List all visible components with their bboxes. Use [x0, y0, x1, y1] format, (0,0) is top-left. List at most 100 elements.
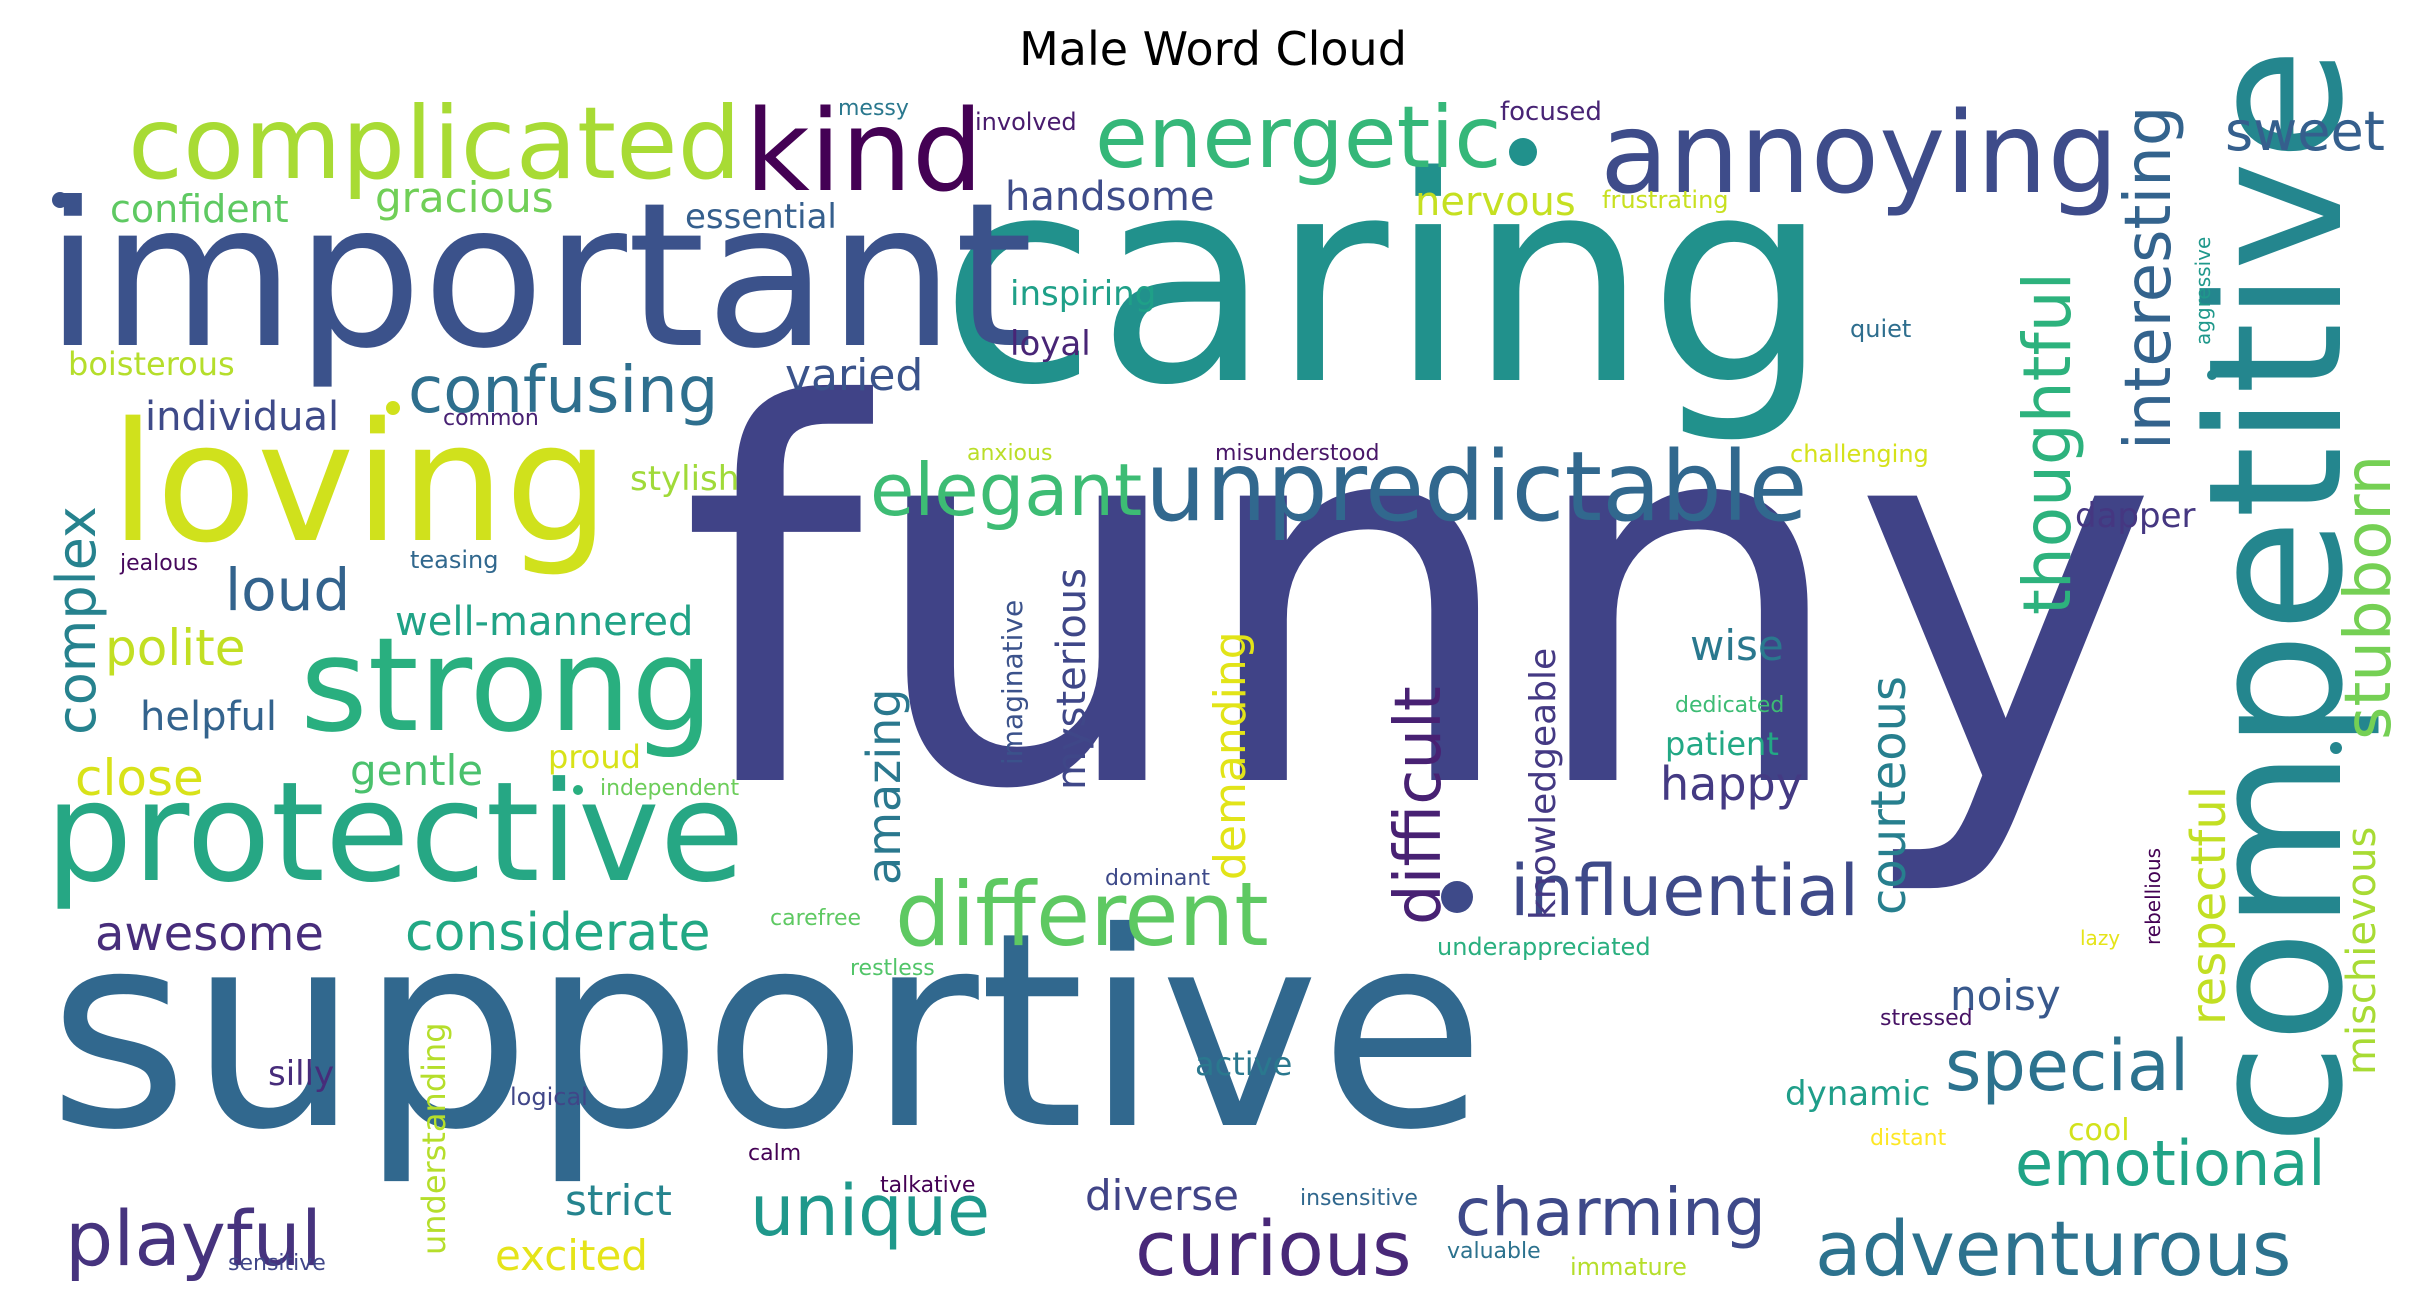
decorative-dot	[1509, 138, 1537, 166]
word-varied: varied	[785, 350, 923, 401]
word-stressed: stressed	[1880, 1006, 1973, 1031]
decorative-dot	[2207, 370, 2217, 380]
word-demanding: demanding	[1205, 631, 1256, 880]
word-anxious: anxious	[967, 441, 1052, 466]
word-gentle: gentle	[350, 746, 483, 795]
word-boisterous: boisterous	[68, 345, 235, 383]
word-important: important	[45, 160, 1033, 393]
word-common: common	[443, 406, 539, 431]
word-loving: loving	[110, 387, 610, 579]
word-teasing: teasing	[410, 546, 499, 574]
word-emotional: emotional	[2015, 1127, 2325, 1200]
word-cool: cool	[2068, 1113, 2130, 1148]
word-protective: protective	[45, 752, 745, 913]
word-interesting: interesting	[2112, 106, 2186, 451]
word-valuable: valuable	[1447, 1239, 1541, 1264]
word-logical: logical	[510, 1083, 588, 1111]
word-jealous: jealous	[119, 551, 198, 576]
word-knowledgeable: knowledgeable	[1523, 648, 1564, 920]
word-kind: kind	[745, 87, 983, 217]
word-happy: happy	[1660, 757, 1803, 811]
word-lazy: lazy	[2080, 926, 2120, 950]
word-distant: distant	[1870, 1126, 1947, 1151]
word-unpredictable: unpredictable	[1145, 431, 1808, 543]
word-patient: patient	[1665, 725, 1779, 763]
word-strong: strong	[300, 609, 714, 761]
word-dedicated: dedicated	[1675, 693, 1784, 718]
word-close: close	[75, 749, 204, 807]
word-stubborn: stubborn	[2332, 455, 2406, 740]
word-complex: complex	[45, 506, 108, 735]
word-proud: proud	[548, 738, 641, 776]
word-insensitive: insensitive	[1300, 1186, 1418, 1211]
word-considerate: considerate	[405, 903, 711, 963]
word-loud: loud	[225, 556, 350, 624]
word-confusing: confusing	[408, 354, 718, 428]
word-charming: charming	[1455, 1174, 1766, 1251]
word-funny: funny	[680, 297, 2160, 903]
chart-title: Male Word Cloud	[1019, 22, 1407, 76]
decorative-dot	[52, 192, 68, 208]
word-confident: confident	[110, 187, 289, 231]
word-gracious: gracious	[375, 173, 554, 222]
word-noisy: noisy	[1950, 971, 2061, 1020]
word-messy: messy	[838, 96, 909, 121]
word-individual: individual	[145, 394, 339, 440]
decorative-dot	[2330, 742, 2342, 754]
word-energetic: energetic	[1095, 88, 1502, 188]
word-wise: wise	[1690, 621, 1784, 670]
word-silly: silly	[268, 1054, 334, 1094]
decorative-dot	[1441, 881, 1473, 913]
word-stylish: stylish	[630, 459, 739, 499]
word-understanding: understanding	[415, 1022, 453, 1255]
word-competitive: competitive	[2168, 47, 2384, 1145]
word-dominant: dominant	[1105, 866, 1210, 891]
word-special: special	[1945, 1025, 2189, 1107]
word-challenging: challenging	[1790, 440, 1929, 468]
word-involved: involved	[975, 108, 1077, 136]
word-aggressive: aggressive	[2191, 237, 2215, 345]
word-dynamic: dynamic	[1785, 1074, 1930, 1114]
word-thoughtful: thoughtful	[2009, 272, 2086, 615]
word-sweet: sweet	[2225, 100, 2385, 163]
word-mischievous: mischievous	[2339, 827, 2385, 1075]
word-immature: immature	[1570, 1253, 1687, 1281]
word-excited: excited	[495, 1231, 648, 1280]
word-talkative: talkative	[880, 1173, 975, 1198]
word-polite: polite	[105, 619, 245, 677]
word-independent: independent	[600, 776, 739, 801]
word-focused: focused	[1500, 97, 1602, 127]
word-respectful: respectful	[2181, 786, 2237, 1025]
word-strict: strict	[565, 1176, 672, 1225]
word-frustrating: frustrating	[1602, 186, 1729, 214]
word-adventurous: adventurous	[1815, 1204, 2292, 1293]
word-inspiring: inspiring	[1010, 274, 1156, 314]
word-loyal: loyal	[1010, 324, 1091, 364]
word-misunderstood: misunderstood	[1215, 441, 1379, 466]
word-carefree: carefree	[770, 906, 861, 931]
word-essential: essential	[685, 197, 837, 237]
word-restless: restless	[850, 956, 935, 981]
word-annoying: annoying	[1600, 89, 2119, 219]
word-unique: unique	[750, 1170, 990, 1252]
word-influential: influential	[1510, 850, 1859, 932]
word-caring: caring	[940, 116, 1829, 448]
word-well-mannered: well-mannered	[395, 599, 693, 645]
word-awesome: awesome	[95, 906, 324, 962]
word-supportive: supportive	[48, 874, 1486, 1189]
word-rebellious: rebellious	[2141, 848, 2165, 945]
word-sensitive: sensitive	[228, 1251, 326, 1276]
word-underappreciated: underappreciated	[1437, 933, 1651, 961]
word-mysterious: mysterious	[1049, 568, 1095, 790]
word-handsome: handsome	[1005, 174, 1215, 220]
word-courteous: courteous	[1861, 676, 1917, 915]
word-difficult: difficult	[1382, 686, 1456, 925]
word-elegant: elegant	[870, 448, 1142, 532]
decorative-dot	[573, 785, 583, 795]
word-different: different	[895, 863, 1269, 966]
word-helpful: helpful	[140, 694, 277, 740]
word-dapper: dapper	[2075, 496, 2195, 536]
word-curious: curious	[1135, 1204, 1412, 1293]
decorative-dot	[386, 401, 400, 415]
